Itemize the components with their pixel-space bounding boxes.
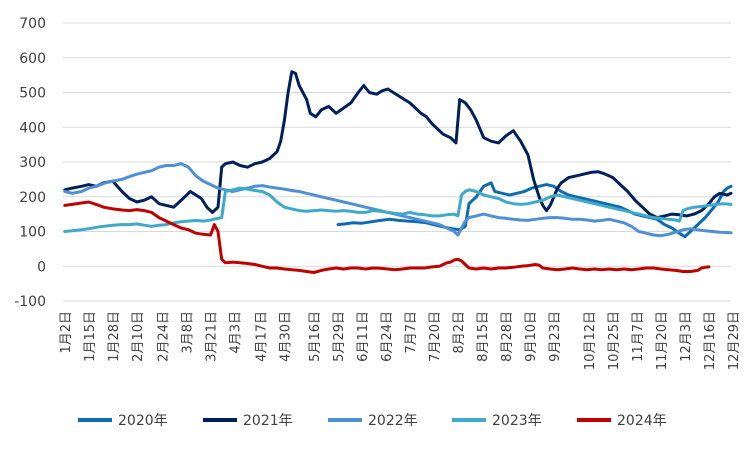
x-tick-label: 10月25日 [607, 311, 622, 370]
x-tick-label: 12月16日 [703, 311, 718, 370]
x-tick-label: 9月10日 [524, 311, 539, 362]
y-tick-label: 100 [19, 225, 46, 241]
x-tick-label: 9月23日 [548, 311, 563, 362]
legend-label: 2022年 [368, 413, 418, 429]
legend-label: 2024年 [617, 413, 667, 429]
y-tick-label: 500 [19, 86, 46, 102]
x-tick-label: 2月10日 [131, 311, 146, 362]
x-tick-label: 3月21日 [205, 311, 220, 362]
x-tick-label: 7月20日 [428, 311, 443, 362]
y-tick-label: 600 [19, 51, 46, 67]
x-tick-label: 5月16日 [308, 311, 323, 362]
x-tick-label: 6月24日 [380, 311, 395, 362]
x-tick-label: 1月2日 [59, 311, 74, 354]
x-tick-label: 1月28日 [107, 311, 122, 362]
x-tick-label: 1月15日 [83, 311, 98, 362]
x-tick-label: 2月24日 [157, 311, 172, 362]
x-tick-label: 11月7日 [631, 311, 646, 362]
gridlines [63, 22, 731, 302]
series-lines [63, 70, 733, 274]
series-line-3 [63, 186, 733, 233]
y-tick-label: -100 [14, 294, 46, 310]
y-tick-label: 400 [19, 120, 46, 136]
x-tick-label: 10月12日 [583, 311, 598, 370]
x-tick-label: 6月11日 [356, 311, 371, 362]
x-tick-label: 7月7日 [404, 311, 419, 354]
x-tick-label: 12月3日 [679, 311, 694, 362]
y-tick-label: 200 [19, 190, 46, 206]
series-line-1 [63, 70, 733, 220]
x-tick-label: 4月3日 [229, 311, 244, 354]
x-tick-label: 12月29日 [727, 311, 742, 370]
y-axis-ticks: -100 0 100 200 300 400 500 600 700 [14, 16, 46, 310]
legend: 2020年 2021年 2022年 2023年 2024年 [78, 413, 667, 429]
x-tick-label: 11月20日 [655, 311, 670, 370]
y-tick-label: 700 [19, 16, 46, 32]
x-tick-label: 8月2日 [452, 311, 467, 354]
series-line-4 [63, 200, 711, 274]
x-tick-label: 4月30日 [278, 311, 293, 362]
x-tick-label: 8月15日 [476, 311, 491, 362]
legend-label: 2023年 [492, 413, 542, 429]
x-axis-ticks: 1月2日 1月15日 1月28日 2月10日 2月24日 3月8日 3月21日 4月3日 4月1… [59, 311, 742, 370]
x-tick-label: 5月29日 [332, 311, 347, 362]
x-tick-label: 3月8日 [181, 311, 196, 354]
legend-label: 2021年 [243, 413, 293, 429]
legend-label: 2020年 [118, 413, 168, 429]
series-line-0 [336, 181, 733, 239]
x-tick-label: 4月17日 [254, 311, 269, 362]
y-tick-label: 300 [19, 155, 46, 171]
y-tick-label: 0 [37, 259, 46, 275]
series-line-2 [63, 162, 733, 238]
x-tick-label: 8月28日 [500, 311, 515, 362]
